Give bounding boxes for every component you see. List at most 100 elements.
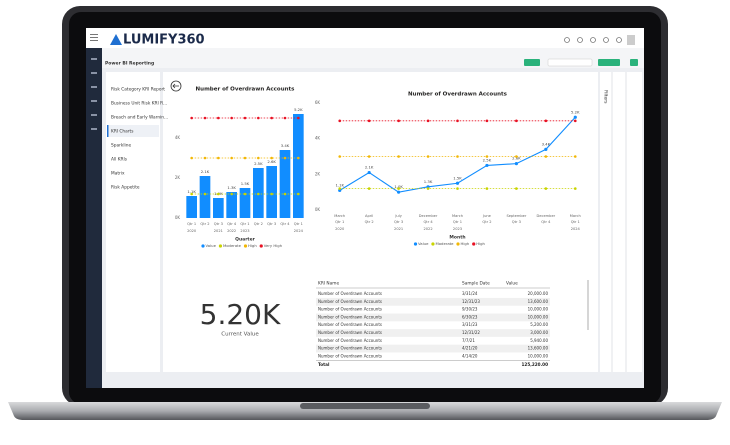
nav-item[interactable]: All KRIs [111,157,128,163]
legend-dot [201,244,205,248]
threshold-point [367,119,371,123]
x-tick-label: Qtr 4 [423,220,433,224]
threshold-point [367,155,371,158]
x-group-label: 2024 [571,227,581,231]
threshold-point [217,116,220,120]
threshold-point [397,155,400,158]
table-header: Sample Date [462,281,490,287]
point [485,163,489,168]
row-stripe [316,313,550,322]
table-cell: 3/31/24 [462,291,478,296]
nav-item[interactable]: Risk Category KRI Report [111,87,165,93]
threshold-point [243,116,247,120]
legend-dot [472,242,476,246]
threshold-point [426,119,430,123]
table-cell: 7/7/21 [462,338,475,343]
legend-dot [243,244,248,248]
table-cell: 12/31/22 [462,330,480,335]
data-label: 2.5K [483,157,492,162]
table-cell: Number of Overdrawn Accounts [318,307,382,312]
threshold-point [544,119,548,123]
toolbar-icons[interactable] [564,35,636,45]
y-tick-label: 2K [175,175,181,180]
threshold-point [297,116,300,120]
threshold-point [485,119,489,123]
table-cell: 3,000.00 [530,330,548,335]
x-group-label: 2024 [294,229,304,233]
x-tick-label: Qtr 1 [335,220,344,224]
data-label: 2.6K [512,156,521,161]
y-tick-label: 4K [175,135,181,140]
x-axis-title: Month [449,235,465,241]
data-label: 3.4K [542,141,551,146]
nav-item[interactable]: Risk Appetite [111,185,140,191]
data-label: 1.5K [453,175,462,180]
hamburger[interactable] [90,34,98,41]
nav-item[interactable]: Sparkline [111,143,131,149]
point [455,181,460,185]
x-group-label: 2022 [227,229,236,233]
data-label: 1.1K [335,182,344,187]
threshold-point [270,192,273,196]
x-tick-label: Qtr 2 [254,222,263,226]
table-cell: Number of Overdrawn Accounts [318,346,382,351]
table-cell: Number of Overdrawn Accounts [318,291,382,296]
threshold-point [573,155,577,158]
threshold-point [257,116,260,120]
threshold-point [190,156,193,160]
threshold-point [573,119,577,123]
dropdown[interactable] [547,58,593,67]
table-cell: 4/14/20 [462,353,478,358]
point [397,190,401,194]
threshold-point [544,187,548,190]
data-label: 1.3K [227,185,236,190]
green-button[interactable] [630,59,638,66]
x-group-label: 2020 [187,229,197,233]
point [573,115,577,119]
report-page [163,72,598,372]
threshold-point [270,156,273,160]
table-total-value: 125,220.00 [522,362,549,367]
sidebar-icons[interactable] [91,58,97,130]
chart-title: Number of Overdrawn Accounts [408,92,508,98]
x-tick-label: Qtr 3 [267,222,276,226]
pane-tab[interactable]: Filters [603,90,609,104]
back-button[interactable] [170,80,182,92]
threshold-point [338,187,342,190]
green-button[interactable] [524,59,540,66]
laptop-base [8,402,722,420]
threshold-point [243,192,247,196]
nav-item[interactable]: KRI Charts [111,129,134,135]
legend-entry: High [461,241,470,246]
green-button[interactable] [598,59,620,66]
table-cell: Number of Overdrawn Accounts [318,353,382,358]
threshold-point [230,156,233,160]
table-cell: 20,000.00 [528,291,549,296]
bar [226,192,237,218]
table-cell: 13,600.00 [528,346,549,351]
legend-entry: Very High [264,243,283,248]
nav-item[interactable]: Breach and Early Warnin... [111,115,168,121]
x-tick-label: Qtr 4 [227,222,237,226]
legend-dot [456,242,460,246]
x-tick-label: Qtr 2 [365,220,374,224]
table-header: KRI Name [318,281,339,287]
nav-item[interactable]: Business Unit Risk KRI R... [111,101,167,107]
x-tick-label: Qtr 1 [187,222,196,226]
threshold-point [426,155,430,158]
y-tick-label: 2K [315,171,321,176]
legend-dot [413,242,418,246]
x-tick-label: Qtr 3 [214,222,223,226]
legend-dot [259,244,263,248]
row-stripe [316,297,550,306]
nav-selected [107,125,159,137]
table-cell: 9/30/23 [462,307,478,312]
x-tick-label: Qtr 3 [394,220,403,224]
bar [239,188,251,218]
table-cell: Number of Overdrawn Accounts [318,322,382,327]
nav-item[interactable]: Matrix [111,171,125,177]
threshold-point [573,187,577,190]
y-tick-label: 4K [315,136,321,141]
threshold-point [283,116,287,120]
